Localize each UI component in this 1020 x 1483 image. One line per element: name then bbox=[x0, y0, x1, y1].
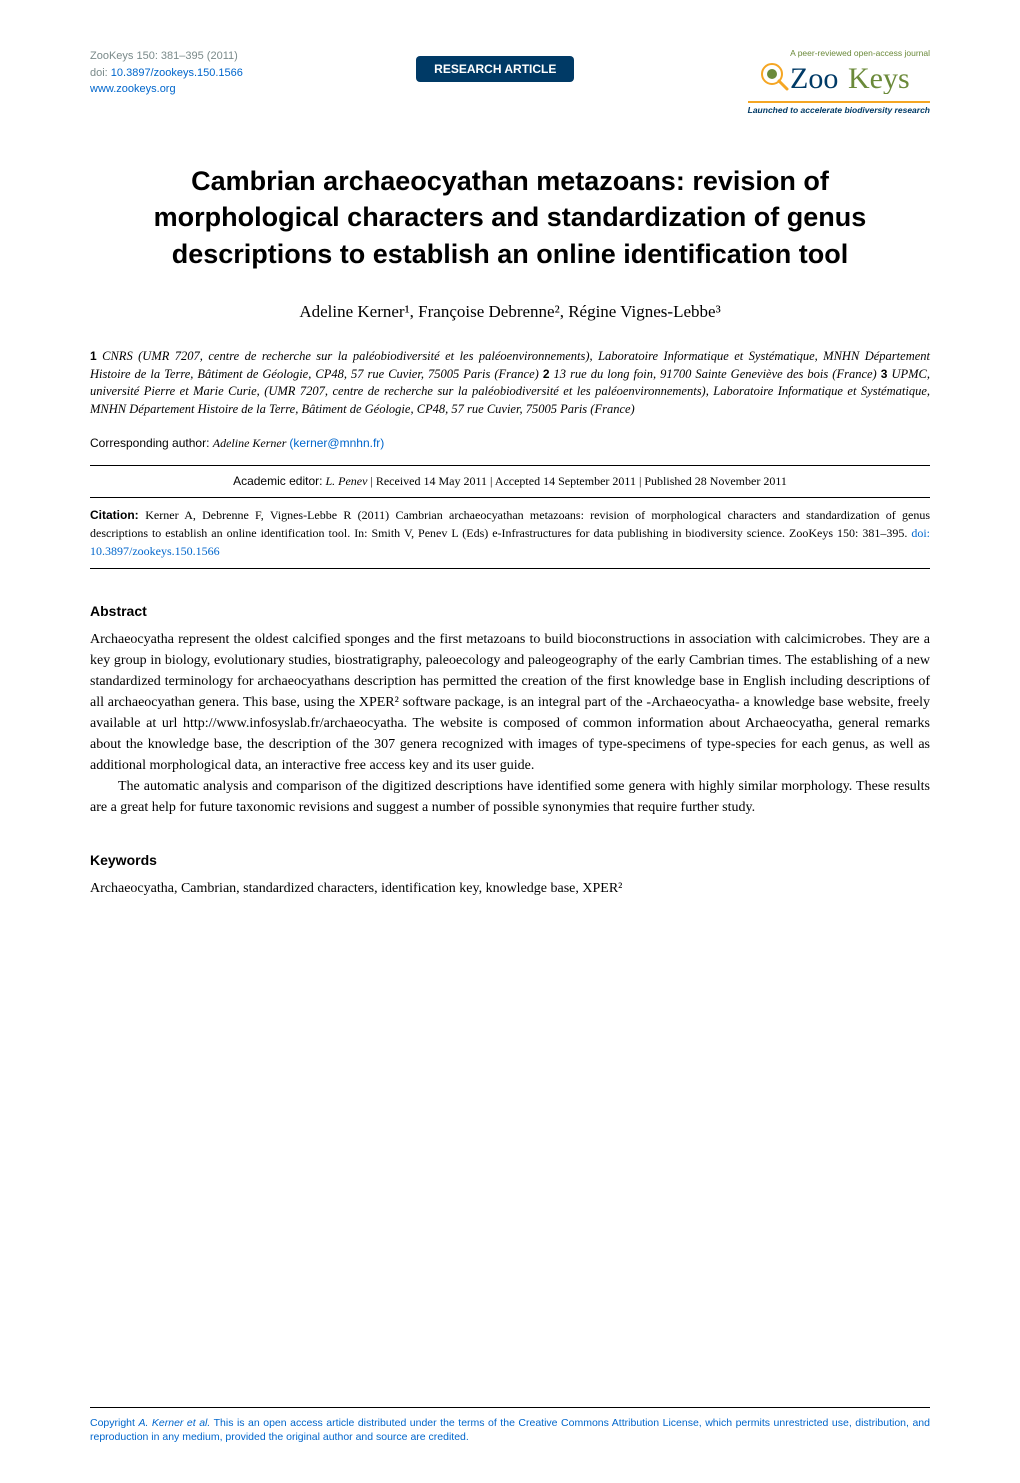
copyright-holder: A. Kerner et al. bbox=[138, 1417, 210, 1429]
affiliation-num-2: 2 bbox=[543, 367, 550, 381]
keywords-heading: Keywords bbox=[90, 852, 930, 868]
copyright-prefix: Copyright bbox=[90, 1417, 138, 1429]
article-title: Cambrian archaeocyathan metazoans: revis… bbox=[90, 163, 930, 272]
header-row: ZooKeys 150: 381–395 (2011) doi: 10.3897… bbox=[90, 48, 930, 115]
abstract-heading: Abstract bbox=[90, 603, 930, 619]
doi-link[interactable]: 10.3897/zookeys.150.1566 bbox=[111, 67, 243, 79]
logo-tagline: A peer-reviewed open-access journal bbox=[748, 48, 930, 58]
article-type-badge: RESEARCH ARTICLE bbox=[416, 56, 574, 82]
abstract-body: Archaeocyatha represent the oldest calci… bbox=[90, 629, 930, 818]
copyright-body: This is an open access article distribut… bbox=[90, 1417, 930, 1444]
corresponding-email-link[interactable]: (kerner@mnhn.fr) bbox=[289, 436, 384, 450]
corresponding-author-line: Corresponding author: Adeline Kerner (ke… bbox=[90, 436, 930, 451]
academic-editor-name: L. Penev bbox=[322, 474, 370, 488]
zookeys-logo-icon: Zoo Keys bbox=[760, 60, 930, 94]
citation-block: Citation: Kerner A, Debrenne F, Vignes-L… bbox=[90, 498, 930, 568]
affiliations-block: 1 CNRS (UMR 7207, centre de recherche su… bbox=[90, 348, 930, 418]
svg-text:Keys: Keys bbox=[848, 62, 910, 94]
citation-label: Citation: bbox=[90, 508, 145, 522]
affiliation-num-1: 1 bbox=[90, 349, 97, 363]
divider-rule bbox=[90, 568, 930, 569]
logo-subtitle: Launched to accelerate biodiversity rese… bbox=[748, 101, 930, 115]
editor-dates-row: Academic editor: L. Penev | Received 14 … bbox=[90, 466, 930, 497]
journal-site-link[interactable]: www.zookeys.org bbox=[90, 83, 176, 95]
abstract-p2: The automatic analysis and comparison of… bbox=[90, 776, 930, 818]
authors-line: Adeline Kerner¹, Françoise Debrenne², Ré… bbox=[90, 302, 930, 322]
dates-text: | Received 14 May 2011 | Accepted 14 Sep… bbox=[370, 474, 786, 488]
copyright-text: Copyright A. Kerner et al. This is an op… bbox=[90, 1416, 930, 1445]
footer-rule bbox=[90, 1407, 930, 1408]
journal-logo-block: A peer-reviewed open-access journal Zoo … bbox=[748, 48, 930, 115]
keywords-body: Archaeocyatha, Cambrian, standardized ch… bbox=[90, 878, 930, 899]
svg-text:Zoo: Zoo bbox=[790, 62, 838, 94]
journal-meta: ZooKeys 150: 381–395 (2011) doi: 10.3897… bbox=[90, 48, 243, 98]
citation-text: Kerner A, Debrenne F, Vignes-Lebbe R (20… bbox=[90, 508, 930, 540]
journal-doi-line: doi: 10.3897/zookeys.150.1566 bbox=[90, 65, 243, 82]
academic-editor-label: Academic editor: bbox=[233, 474, 322, 488]
abstract-p1: Archaeocyatha represent the oldest calci… bbox=[90, 629, 930, 776]
affiliation-text-2: 13 rue du long foin, 91700 Sainte Genevi… bbox=[550, 367, 881, 381]
doi-label: doi: bbox=[90, 67, 111, 79]
page-footer: Copyright A. Kerner et al. This is an op… bbox=[90, 1407, 930, 1445]
corresponding-label: Corresponding author: bbox=[90, 436, 213, 450]
corresponding-name: Adeline Kerner bbox=[213, 436, 290, 450]
journal-citation: ZooKeys 150: 381–395 (2011) bbox=[90, 48, 243, 65]
keywords-text: Archaeocyatha, Cambrian, standardized ch… bbox=[90, 878, 930, 899]
